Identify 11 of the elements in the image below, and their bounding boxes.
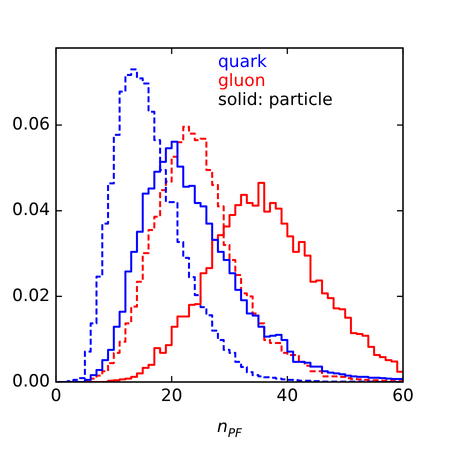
y-tick-label: 0.02 (12, 286, 50, 306)
x-tick-label: 60 (392, 386, 414, 406)
y-tick-label: 0.04 (12, 200, 50, 220)
text: gluon (218, 70, 266, 91)
y-tick-label: 0.06 (12, 114, 50, 134)
x-tick-label: 40 (276, 386, 298, 406)
x-tick-label: 20 (160, 386, 182, 406)
y-tick-label: 0.00 (12, 371, 50, 392)
annotation: solid: particle (218, 90, 333, 110)
x-tick-label: 0 (50, 386, 62, 406)
text: quark (218, 52, 267, 72)
